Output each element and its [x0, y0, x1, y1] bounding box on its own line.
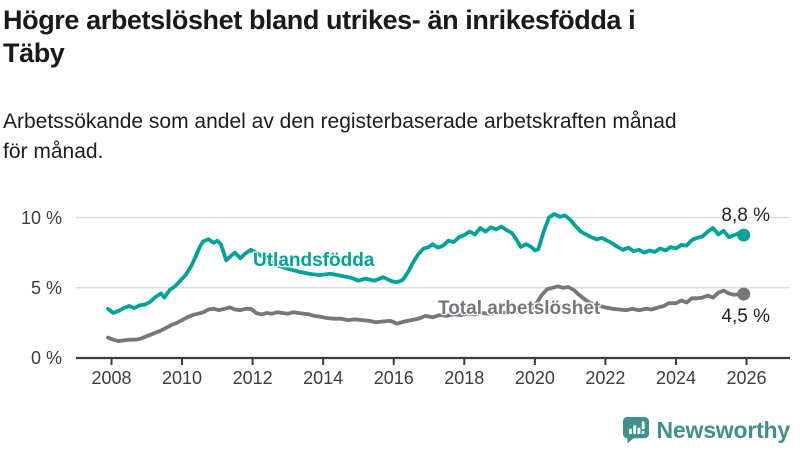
series-label-utlandsfodda: Utlandsfödda	[253, 250, 375, 271]
x-tick-label: 2008	[91, 368, 132, 388]
x-tick-label: 2014	[303, 368, 344, 388]
page-title-line2: Täby	[3, 38, 65, 68]
newsworthy-logo-icon	[622, 416, 649, 444]
y-tick-label: 10 %	[20, 207, 62, 228]
x-tick-label: 2016	[373, 368, 414, 388]
x-tick-label: 2012	[232, 368, 273, 388]
newsworthy-brand-text: Newsworthy	[656, 416, 791, 443]
x-tick-label: 2024	[655, 368, 696, 388]
page-title-line1: Högre arbetslöshet bland utrikes- än inr…	[3, 5, 636, 35]
x-tick-label: 2022	[585, 368, 626, 388]
page-title: Högre arbetslöshet bland utrikes- än inr…	[3, 4, 795, 70]
x-tick-label: 2010	[162, 368, 203, 388]
series-end-dot-total-arbetsl-shet	[737, 287, 751, 301]
end-value-label-total-arbetsloshet: 4,5 %	[721, 306, 770, 327]
y-tick-label: 5 %	[30, 277, 62, 298]
page-subtitle: Arbetssökande som andel av den registerb…	[3, 107, 795, 167]
series-label-total-arbetsloshet: Total arbetslöshet	[438, 298, 601, 319]
series-line-total-arbetsl-shet	[106, 284, 746, 344]
series-line-utlandsf-dda	[106, 212, 746, 315]
y-tick-label: 0 %	[30, 348, 62, 368]
end-value-label-utlandsfodda: 8,8 %	[721, 205, 770, 226]
newsworthy-brand-link[interactable]: Newsworthy	[622, 416, 791, 444]
page-subtitle-line2: för månad.	[3, 140, 104, 163]
x-tick-label: 2020	[514, 368, 555, 388]
x-tick-label: 2026	[726, 368, 767, 388]
x-tick-label: 2018	[444, 368, 485, 388]
series-end-dot-utlandsf-dda	[737, 228, 751, 242]
page-subtitle-line1: Arbetssökande som andel av den registerb…	[3, 110, 677, 133]
